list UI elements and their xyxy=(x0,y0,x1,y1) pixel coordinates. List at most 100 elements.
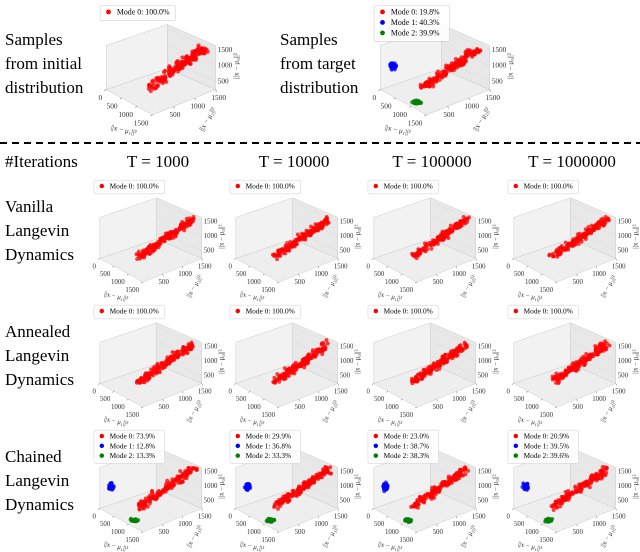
x-tick xyxy=(126,524,129,526)
row-label: Vanilla xyxy=(5,197,54,216)
point xyxy=(277,376,282,381)
point xyxy=(185,55,190,60)
point xyxy=(190,49,195,54)
point xyxy=(179,65,184,71)
point xyxy=(172,231,177,236)
z-grid-line xyxy=(156,326,202,347)
column-header: T = 1000000 xyxy=(528,152,616,171)
x-tick-label: 1500 xyxy=(399,412,413,419)
point xyxy=(304,484,308,489)
point xyxy=(290,241,295,246)
pane xyxy=(373,363,477,408)
y-tick-label: 500 xyxy=(295,529,306,536)
point xyxy=(186,465,191,470)
x-tick-label: 500 xyxy=(381,101,392,110)
legend-marker xyxy=(99,433,105,439)
y-tick xyxy=(615,508,617,511)
y-tick-label: 1000 xyxy=(314,271,328,278)
point xyxy=(603,473,608,478)
point xyxy=(432,485,437,490)
legend-label: Mode 0: 100.0% xyxy=(110,306,159,315)
point xyxy=(549,518,554,523)
point xyxy=(316,347,321,352)
z-grid-line xyxy=(156,480,202,501)
y-tick xyxy=(181,391,184,394)
x-tick xyxy=(371,508,374,510)
point-cloud xyxy=(272,464,334,511)
x-tick-label: 0 xyxy=(99,93,103,102)
y-tick-label: 1000 xyxy=(190,101,205,110)
point xyxy=(419,247,424,252)
y-tick-label: 1500 xyxy=(472,388,486,395)
point-cloud xyxy=(242,481,253,492)
point xyxy=(465,49,470,55)
x-tick xyxy=(408,106,412,108)
point xyxy=(289,245,294,249)
legend-marker xyxy=(373,183,379,189)
legend-box xyxy=(229,429,301,464)
point xyxy=(429,365,434,370)
point xyxy=(147,84,152,89)
y-tick-label: 1500 xyxy=(612,513,626,520)
y-tick-label: 1500 xyxy=(612,263,626,270)
point xyxy=(452,61,458,66)
point xyxy=(570,242,575,247)
y-tick xyxy=(489,89,491,92)
point xyxy=(318,221,322,226)
y-tick-label: 500 xyxy=(433,529,444,536)
pane xyxy=(513,238,617,283)
legend-box xyxy=(93,179,165,195)
point xyxy=(178,479,183,484)
x-tick-label: 500 xyxy=(374,521,385,528)
z-grid-line xyxy=(570,341,616,362)
point-cloud xyxy=(549,464,609,512)
point-cloud xyxy=(550,339,612,386)
point xyxy=(446,476,451,481)
x-tick xyxy=(248,266,251,268)
y-tick-label: 500 xyxy=(295,279,306,286)
z-tick-label: 500 xyxy=(492,76,503,85)
point xyxy=(432,489,437,494)
z-tick-label: 1000 xyxy=(204,483,218,490)
x-tick-label: 0 xyxy=(228,513,232,520)
x-tick-label: 500 xyxy=(100,521,111,528)
point xyxy=(148,88,153,94)
point xyxy=(433,492,438,497)
x-tick-label: 1000 xyxy=(525,529,539,536)
point xyxy=(392,64,397,69)
point xyxy=(146,373,151,378)
y-tick xyxy=(201,508,203,511)
point xyxy=(422,498,427,502)
z-axis-label: ||x − μ₀||² xyxy=(632,349,639,373)
point xyxy=(275,253,280,258)
z-grid-line xyxy=(430,230,476,251)
z-tick-label: 500 xyxy=(204,373,215,380)
point xyxy=(440,229,445,234)
point xyxy=(410,251,415,256)
x-axis-label: ||x − μ₁||² xyxy=(239,416,264,428)
point xyxy=(431,84,436,89)
y-tick-label: 1000 xyxy=(592,396,606,403)
point-cloud xyxy=(409,465,470,510)
point xyxy=(150,78,156,83)
point xyxy=(135,256,140,261)
x-axis-label: ||x − μ₁||² xyxy=(377,291,402,303)
x-tick-label: 0 xyxy=(228,263,232,270)
legend-marker xyxy=(513,443,519,449)
point-cloud xyxy=(134,215,196,261)
x-tick xyxy=(554,281,558,284)
point xyxy=(567,496,572,500)
y-tick xyxy=(298,524,300,527)
point xyxy=(439,484,444,489)
legend-box xyxy=(367,304,439,320)
x-tick xyxy=(262,274,265,276)
point xyxy=(454,351,459,356)
point xyxy=(557,250,562,255)
point xyxy=(461,218,466,223)
z-tick-label: 1500 xyxy=(618,218,632,225)
point xyxy=(446,480,451,485)
point xyxy=(410,376,414,381)
point xyxy=(142,255,147,260)
x-tick-label: 1500 xyxy=(539,537,553,544)
